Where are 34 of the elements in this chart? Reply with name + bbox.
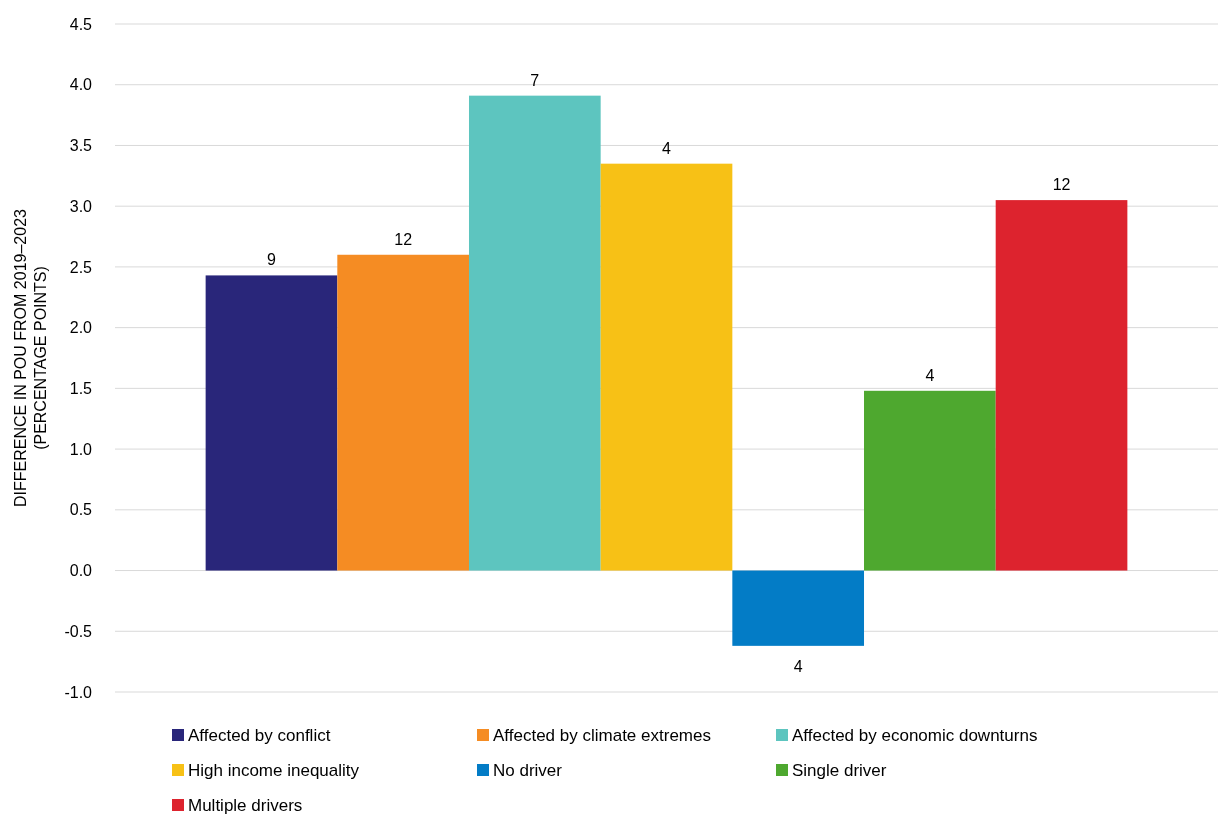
legend-label: Single driver xyxy=(792,760,887,780)
bar xyxy=(337,254,469,571)
bar xyxy=(600,163,733,571)
annotation: 4 xyxy=(793,657,803,675)
y-tick-label: 1.5 xyxy=(69,379,93,397)
legend-label: Affected by economic downturns xyxy=(792,725,1038,745)
legend-label: Affected by climate extremes xyxy=(493,725,711,745)
legend-label: No driver xyxy=(493,760,563,780)
y-tick-label: -1.0 xyxy=(64,683,93,701)
y-tick-label: 4.0 xyxy=(69,76,93,94)
y-tick-label: 3.5 xyxy=(69,137,93,155)
bar xyxy=(732,570,865,646)
y-tick-label: 2.5 xyxy=(69,258,93,276)
y-tick-label: 2.0 xyxy=(69,319,93,337)
bar xyxy=(468,95,601,571)
bar xyxy=(205,275,338,571)
y-tick-label: -0.5 xyxy=(64,622,93,640)
annotation: 4 xyxy=(662,139,672,157)
legend-label: Affected by conflict xyxy=(188,725,331,745)
annotation: 9 xyxy=(267,251,277,269)
bar xyxy=(864,390,996,571)
y-tick-label: 3.0 xyxy=(69,197,93,215)
legend-label: Multiple drivers xyxy=(188,795,303,814)
annotation: 7 xyxy=(530,71,540,89)
y-axis-title: DIFFERENCE IN POU FROM 2019–2023 (PERCENTAGE POINTS) xyxy=(12,208,49,507)
y-tick-label: 1.0 xyxy=(69,440,93,458)
annotation: 12 xyxy=(394,230,413,248)
y-tick-label: 4.5 xyxy=(69,15,93,33)
bar xyxy=(995,200,1128,571)
annotation: 12 xyxy=(1052,176,1071,194)
y-tick-label: 0.5 xyxy=(69,501,93,519)
y-tick-label: 0.0 xyxy=(69,562,93,580)
legend-label: High income inequality xyxy=(188,760,360,780)
annotation: 4 xyxy=(925,366,935,384)
